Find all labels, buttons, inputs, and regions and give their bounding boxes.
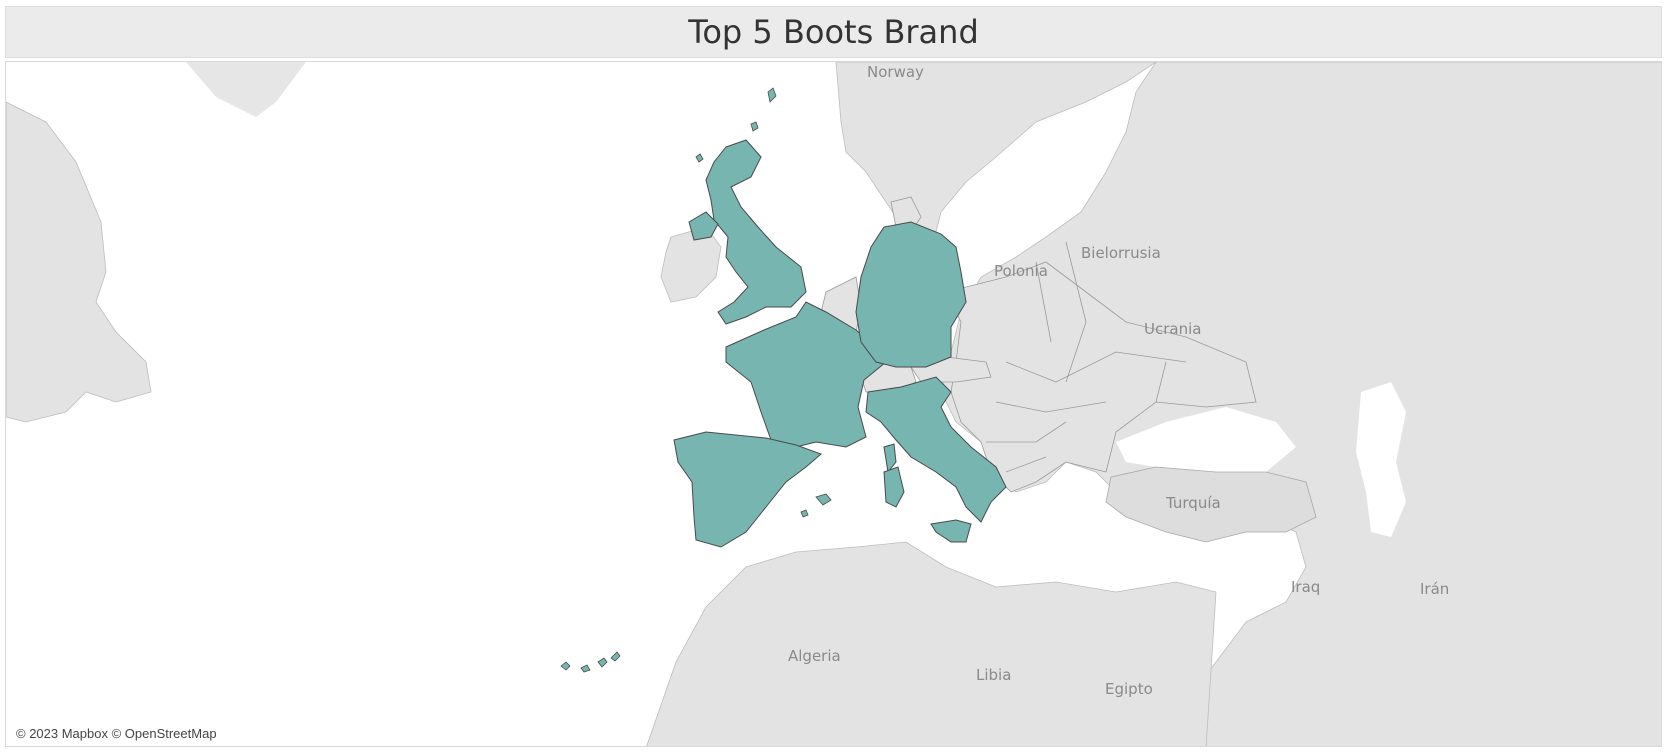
border-lines xyxy=(986,241,1187,473)
label-iraq: Iraq xyxy=(1291,578,1320,596)
country-sicily[interactable] xyxy=(930,519,972,543)
label-algeria: Algeria xyxy=(788,647,841,665)
country-italy[interactable] xyxy=(865,376,1007,523)
label-polonia: Polonia xyxy=(994,262,1048,280)
label-libia: Libia xyxy=(976,666,1011,684)
land-turkey xyxy=(1105,466,1317,543)
country-northern-ireland[interactable] xyxy=(688,211,719,241)
country-germany[interactable] xyxy=(855,221,967,368)
land-greenland xyxy=(186,62,306,117)
label-bielorrusia: Bielorrusia xyxy=(1081,244,1161,262)
caspian-sea xyxy=(1356,382,1406,537)
black-sea xyxy=(1116,407,1296,472)
label-ucrania: Ucrania xyxy=(1144,320,1201,338)
country-corsica[interactable] xyxy=(883,443,897,474)
page-title: Top 5 Boots Brand xyxy=(688,13,979,51)
label-turquia: Turquía xyxy=(1165,494,1221,512)
land-north-africa xyxy=(646,541,1217,746)
land-central-europe xyxy=(945,261,1257,493)
country-uk-islands[interactable] xyxy=(695,87,777,163)
map-canvas[interactable]: Norway Bielorrusia Polonia Ucrania Turqu… xyxy=(6,62,1662,747)
label-iran: Irán xyxy=(1420,580,1449,598)
title-bar: Top 5 Boots Brand xyxy=(5,6,1662,58)
country-spain[interactable] xyxy=(673,431,822,548)
map-view[interactable]: Norway Bielorrusia Polonia Ucrania Turqu… xyxy=(5,61,1662,747)
country-sardinia[interactable] xyxy=(883,466,905,508)
land-scandinavia xyxy=(835,62,1157,253)
land-canary-islands xyxy=(560,651,621,673)
country-balearic[interactable] xyxy=(800,493,832,518)
map-attribution[interactable]: © 2023 Mapbox © OpenStreetMap xyxy=(12,725,221,742)
land-north-america xyxy=(6,101,152,423)
country-france[interactable] xyxy=(725,301,887,448)
label-norway: Norway xyxy=(867,63,924,81)
label-egipto: Egipto xyxy=(1105,680,1153,698)
